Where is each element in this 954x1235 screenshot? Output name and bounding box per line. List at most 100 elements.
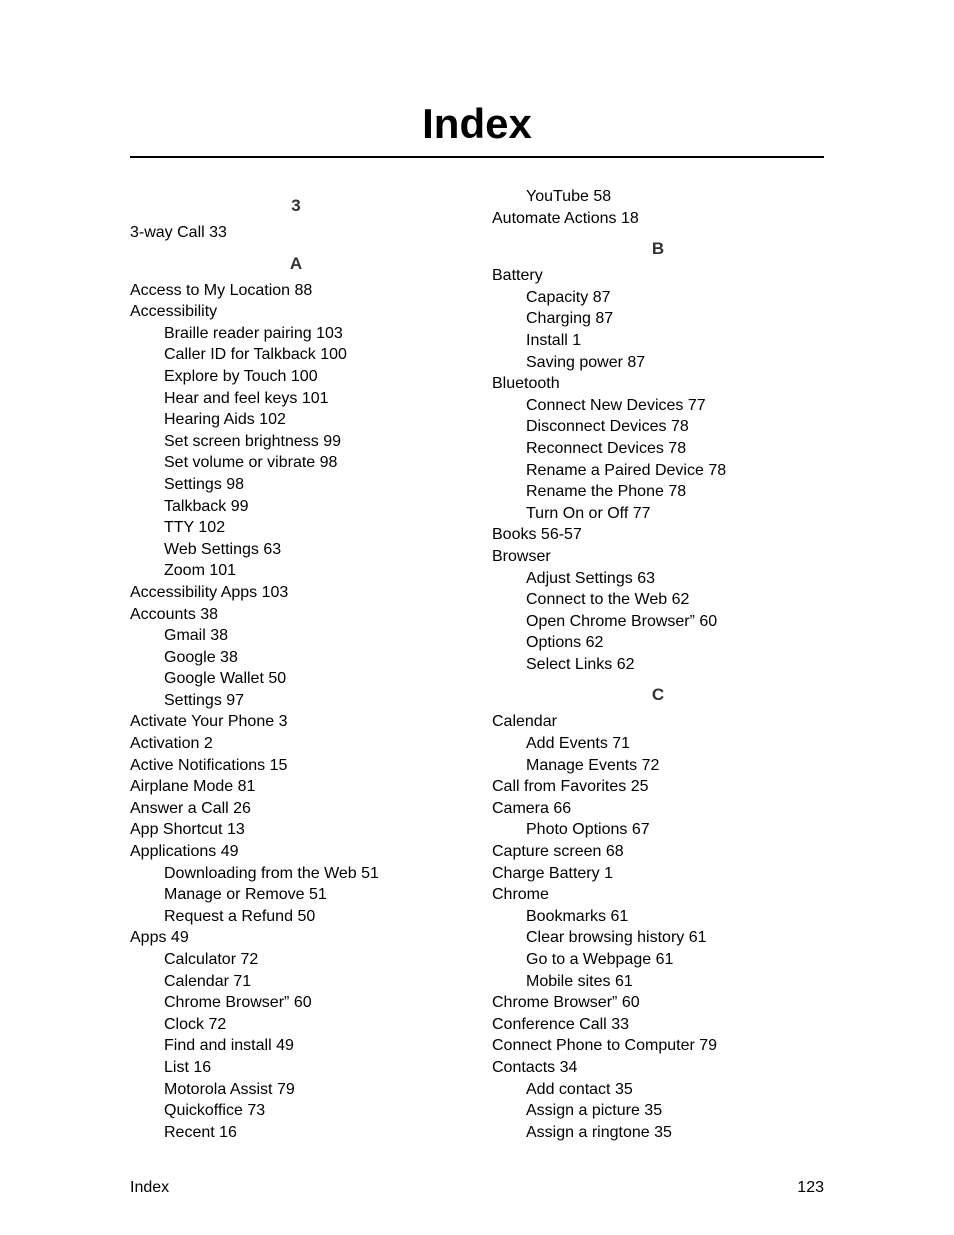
index-entry-label: Call from Favorites xyxy=(492,778,626,795)
index-entry: Connect Phone to Computer 79 xyxy=(492,1035,824,1057)
index-entry-page: 78 xyxy=(708,462,726,479)
index-entry-page: 103 xyxy=(262,584,289,601)
title-rule xyxy=(130,156,824,158)
index-column: YouTube 58Automate Actions 18BBatteryCap… xyxy=(492,186,824,1143)
index-entry-page: 51 xyxy=(361,865,379,882)
footer-page-number: 123 xyxy=(797,1179,824,1197)
index-entry: Connect New Devices 77 xyxy=(492,395,824,417)
index-entry-label: Zoom xyxy=(164,562,205,579)
index-entry: Braille reader pairing 103 xyxy=(130,323,462,345)
index-entry: Photo Options 67 xyxy=(492,819,824,841)
index-entry: Bookmarks 61 xyxy=(492,906,824,928)
index-entry: Contacts 34 xyxy=(492,1057,824,1079)
index-entry: Adjust Settings 63 xyxy=(492,568,824,590)
index-entry: Accounts 38 xyxy=(130,604,462,626)
index-entry: Options 62 xyxy=(492,632,824,654)
index-entry-label: Open Chrome Browser” xyxy=(526,613,695,630)
index-entry-label: Calendar xyxy=(164,973,229,990)
index-entry-page: 56-57 xyxy=(541,526,582,543)
index-entry-label: Install xyxy=(526,332,568,349)
index-entry-page: 102 xyxy=(198,519,225,536)
index-entry-label: Gmail xyxy=(164,627,206,644)
index-entry-label: Connect to the Web xyxy=(526,591,667,608)
index-entry-page: 88 xyxy=(295,282,313,299)
index-entry-label: Add contact xyxy=(526,1081,611,1098)
index-entry-page: 15 xyxy=(270,757,288,774)
index-entry: Conference Call 33 xyxy=(492,1014,824,1036)
index-entry-label: Accessibility xyxy=(130,303,217,320)
index-entry-page: 33 xyxy=(209,224,227,241)
index-entry-page: 78 xyxy=(671,418,689,435)
index-entry: Assign a picture 35 xyxy=(492,1100,824,1122)
index-entry: Gmail 38 xyxy=(130,625,462,647)
index-entry: Clear browsing history 61 xyxy=(492,927,824,949)
index-entry-page: 62 xyxy=(617,656,635,673)
index-entry-label: Chrome Browser” xyxy=(164,994,289,1011)
index-entry: Select Links 62 xyxy=(492,654,824,676)
page-title: Index xyxy=(130,100,824,148)
index-entry-label: 3-way Call xyxy=(130,224,205,241)
index-entry-page: 61 xyxy=(615,973,633,990)
index-entry-label: Go to a Webpage xyxy=(526,951,651,968)
index-entry-label: Contacts xyxy=(492,1059,555,1076)
index-entry-page: 102 xyxy=(259,411,286,428)
index-entry: Disconnect Devices 78 xyxy=(492,416,824,438)
index-entry: Manage or Remove 51 xyxy=(130,884,462,906)
index-entry-label: Connect Phone to Computer xyxy=(492,1037,695,1054)
index-entry-label: Explore by Touch xyxy=(164,368,286,385)
index-entry: Connect to the Web 62 xyxy=(492,589,824,611)
index-entry: Add contact 35 xyxy=(492,1079,824,1101)
index-entry-page: 49 xyxy=(221,843,239,860)
index-entry-page: 67 xyxy=(632,821,650,838)
index-entry-label: Manage or Remove xyxy=(164,886,305,903)
index-entry: Charge Battery 1 xyxy=(492,863,824,885)
section-letter: C xyxy=(492,685,824,705)
index-entry-page: 38 xyxy=(220,649,238,666)
index-entry-label: Activate Your Phone xyxy=(130,713,274,730)
index-entry-page: 61 xyxy=(610,908,628,925)
index-entry-page: 35 xyxy=(644,1102,662,1119)
index-entry-label: Chrome xyxy=(492,886,549,903)
index-entry-label: Clock xyxy=(164,1016,204,1033)
index-entry: List 16 xyxy=(130,1057,462,1079)
index-entry-label: Google Wallet xyxy=(164,670,264,687)
index-entry-label: Saving power xyxy=(526,354,623,371)
index-entry-label: Bookmarks xyxy=(526,908,606,925)
index-entry: Applications 49 xyxy=(130,841,462,863)
index-entry: App Shortcut 13 xyxy=(130,819,462,841)
index-entry: Apps 49 xyxy=(130,927,462,949)
index-entry-page: 49 xyxy=(276,1037,294,1054)
page-footer: Index 123 xyxy=(130,1179,824,1197)
index-entry-label: Select Links xyxy=(526,656,612,673)
index-entry-page: 61 xyxy=(656,951,674,968)
index-entry: Settings 97 xyxy=(130,690,462,712)
index-entry-label: Activation xyxy=(130,735,199,752)
index-entry: Web Settings 63 xyxy=(130,539,462,561)
index-entry: Manage Events 72 xyxy=(492,755,824,777)
index-entry-label: Braille reader pairing xyxy=(164,325,312,342)
index-entry-page: 62 xyxy=(586,634,604,651)
index-entry-page: 60 xyxy=(294,994,312,1011)
index-entry-label: Automate Actions xyxy=(492,210,617,227)
index-entry: Calendar 71 xyxy=(130,971,462,993)
index-entry: Find and install 49 xyxy=(130,1035,462,1057)
index-entry: Calculator 72 xyxy=(130,949,462,971)
index-entry-page: 98 xyxy=(320,454,338,471)
index-entry-label: TTY xyxy=(164,519,194,536)
index-entry-page: 68 xyxy=(606,843,624,860)
index-entry-label: Turn On or Off xyxy=(526,505,628,522)
index-entry: YouTube 58 xyxy=(492,186,824,208)
index-entry-label: Find and install xyxy=(164,1037,272,1054)
index-entry-page: 103 xyxy=(316,325,343,342)
index-entry-label: Quickoffice xyxy=(164,1102,243,1119)
index-entry-page: 1 xyxy=(572,332,581,349)
index-entry-label: Photo Options xyxy=(526,821,627,838)
index-entry-page: 73 xyxy=(247,1102,265,1119)
index-entry: Motorola Assist 79 xyxy=(130,1079,462,1101)
index-entry-label: Active Notifications xyxy=(130,757,265,774)
index-entry: 3-way Call 33 xyxy=(130,222,462,244)
index-entry-label: Web Settings xyxy=(164,541,259,558)
index-entry-label: Downloading from the Web xyxy=(164,865,357,882)
index-entry-label: Options xyxy=(526,634,581,651)
index-entry-page: 16 xyxy=(219,1124,237,1141)
